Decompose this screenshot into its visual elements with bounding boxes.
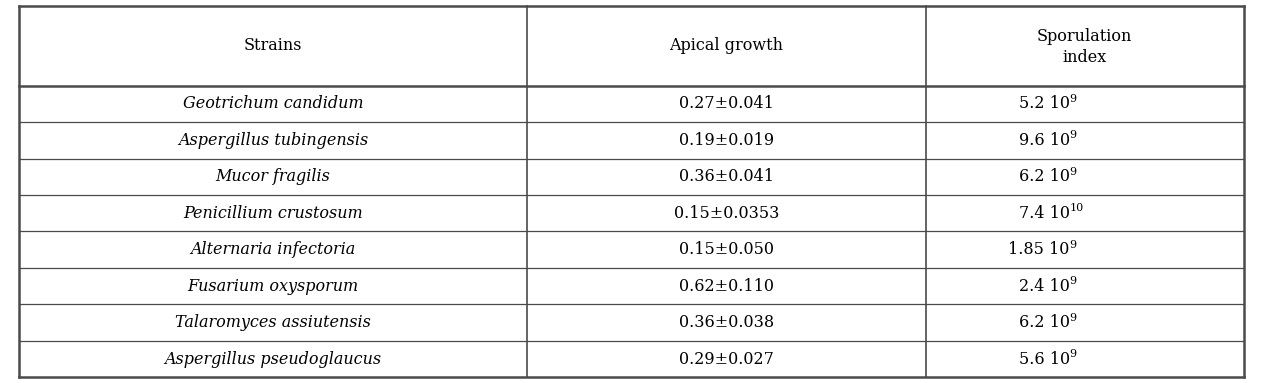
Text: 9: 9	[1070, 94, 1077, 104]
Text: 9: 9	[1070, 349, 1077, 359]
Text: Alternaria infectoria: Alternaria infectoria	[191, 241, 356, 258]
Text: 0.36±0.041: 0.36±0.041	[679, 168, 774, 185]
Text: 10: 10	[1070, 203, 1084, 213]
Text: Apical growth: Apical growth	[669, 37, 783, 54]
Text: 7.4 10: 7.4 10	[1019, 205, 1070, 222]
Text: index: index	[1062, 49, 1106, 66]
Text: Aspergillus pseudoglaucus: Aspergillus pseudoglaucus	[164, 350, 381, 368]
Text: 9: 9	[1070, 240, 1077, 250]
Text: Mucor fragilis: Mucor fragilis	[216, 168, 331, 185]
Text: 0.27±0.041: 0.27±0.041	[679, 95, 774, 112]
Text: 0.15±0.0353: 0.15±0.0353	[673, 205, 779, 222]
Text: Strains: Strains	[244, 37, 302, 54]
Text: Geotrichum candidum: Geotrichum candidum	[183, 95, 364, 112]
Text: 9: 9	[1070, 130, 1077, 140]
Text: 6.2 10: 6.2 10	[1019, 314, 1070, 331]
Text: 0.15±0.050: 0.15±0.050	[679, 241, 774, 258]
Text: 9.6 10: 9.6 10	[1018, 132, 1070, 149]
Text: Sporulation: Sporulation	[1037, 28, 1133, 44]
Text: 9: 9	[1070, 276, 1077, 286]
Text: 0.36±0.038: 0.36±0.038	[679, 314, 774, 331]
Text: 9: 9	[1070, 313, 1077, 322]
Text: Fusarium oxysporum: Fusarium oxysporum	[188, 278, 359, 295]
Text: 0.19±0.019: 0.19±0.019	[679, 132, 774, 149]
Text: Talaromyces assiutensis: Talaromyces assiutensis	[176, 314, 371, 331]
Text: 5.2 10: 5.2 10	[1019, 95, 1070, 112]
Text: 5.6 10: 5.6 10	[1018, 350, 1070, 368]
Text: Penicillium crustosum: Penicillium crustosum	[183, 205, 362, 222]
Text: Aspergillus tubingensis: Aspergillus tubingensis	[178, 132, 369, 149]
Text: 0.62±0.110: 0.62±0.110	[679, 278, 774, 295]
Text: 1.85 10: 1.85 10	[1008, 241, 1070, 258]
Text: 9: 9	[1070, 167, 1077, 177]
Text: 6.2 10: 6.2 10	[1019, 168, 1070, 185]
Text: 0.29±0.027: 0.29±0.027	[679, 350, 774, 368]
Text: 2.4 10: 2.4 10	[1019, 278, 1070, 295]
